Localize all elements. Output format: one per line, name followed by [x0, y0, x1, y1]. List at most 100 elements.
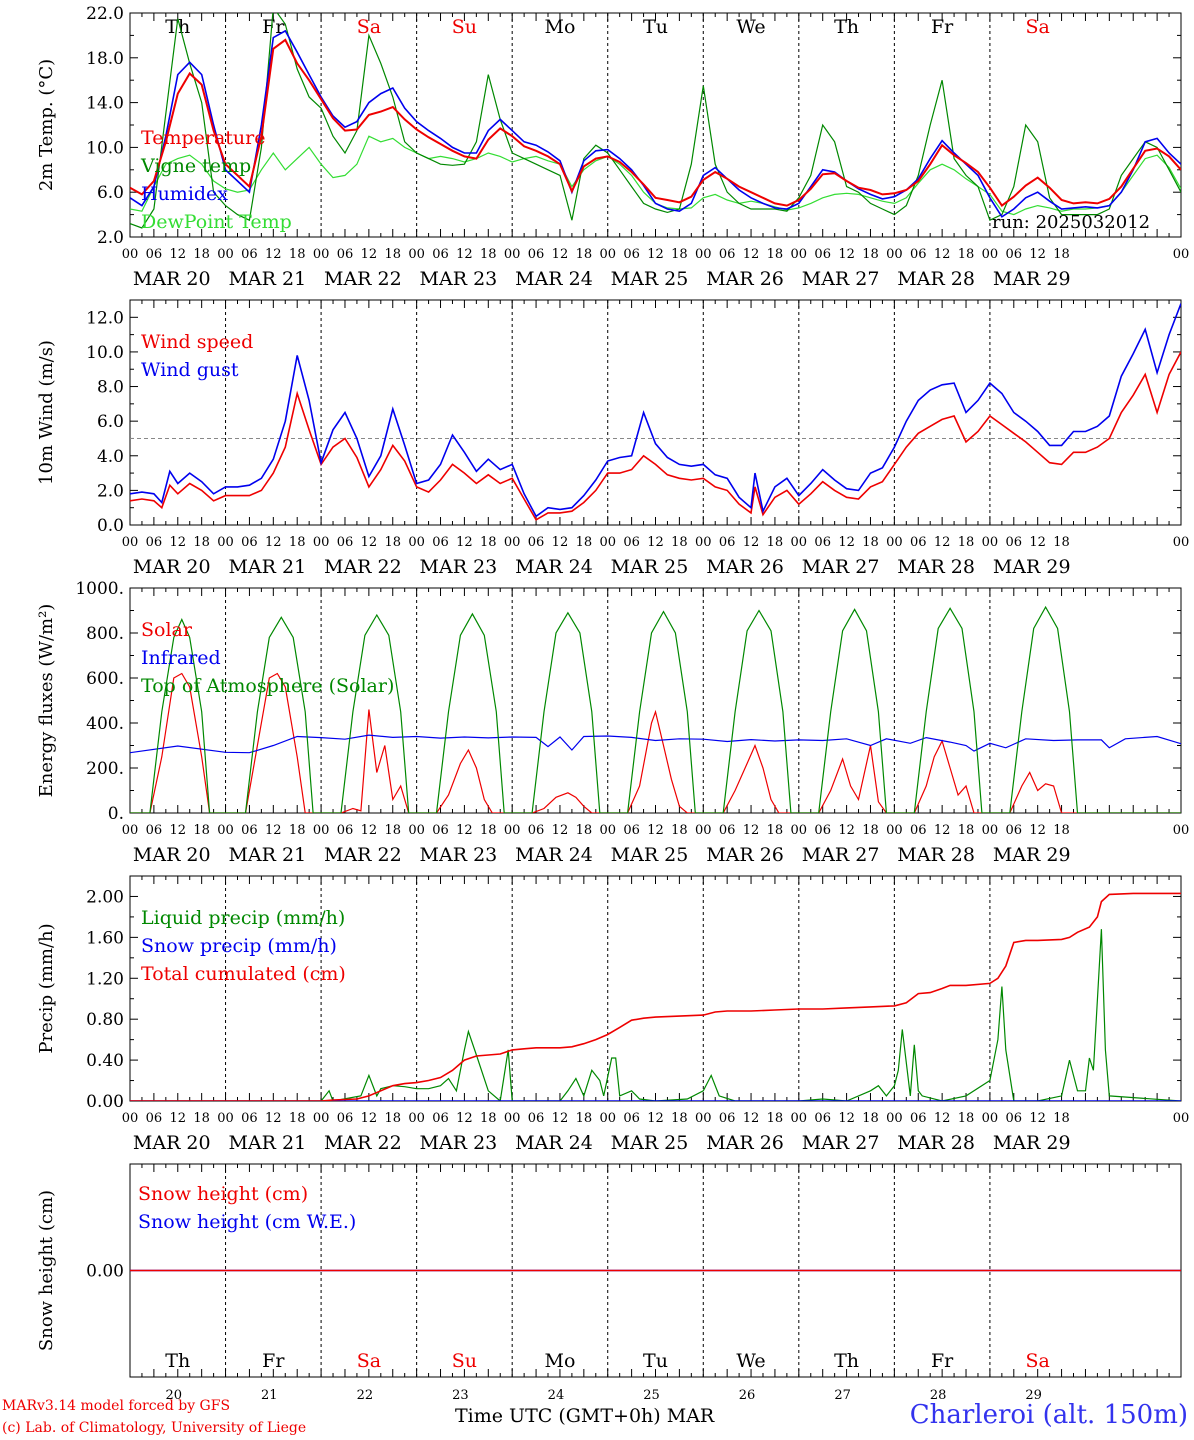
hour-tick-label: 06: [814, 823, 831, 838]
hour-tick-label: 00: [504, 823, 521, 838]
date-label: MAR 25: [611, 844, 689, 866]
series-line-solar: [130, 672, 1181, 813]
hour-tick-label: 00: [599, 247, 616, 262]
hour-tick-label: 12: [456, 1111, 473, 1126]
day-of-week-label: We: [736, 16, 765, 38]
hour-tick-label: 18: [767, 535, 784, 550]
hour-tick-label: 12: [361, 1111, 378, 1126]
series-line-wind-speed: [130, 351, 1181, 521]
y-tick-label: 2.0: [97, 228, 124, 248]
legend-entry: Infrared: [141, 647, 221, 669]
day-of-week-label: Fr: [262, 1350, 285, 1372]
date-label: MAR 28: [897, 1132, 975, 1154]
hour-tick-label: 00: [791, 535, 808, 550]
legend-entry: Snow precip (mm/h): [141, 935, 337, 957]
day-of-week-label: Su: [452, 16, 477, 38]
hour-tick-label: 06: [910, 823, 927, 838]
hour-tick-label: 00: [886, 247, 903, 262]
hour-tick-label: 06: [814, 1111, 831, 1126]
hour-tick-label: 06: [910, 247, 927, 262]
hour-tick-label: 06: [623, 1111, 640, 1126]
day-of-week-label: We: [736, 1350, 765, 1372]
date-label: MAR 21: [228, 556, 306, 578]
y-tick-label: 4.0: [97, 447, 124, 467]
hour-tick-label: 12: [169, 823, 186, 838]
y-axis-title: Energy fluxes (W/m²): [36, 604, 57, 798]
date-label: MAR 28: [897, 268, 975, 290]
hour-tick-label: 00: [217, 535, 234, 550]
y-tick-label: 22.0: [86, 4, 124, 24]
legend-entry: Snow height (cm W.E.): [138, 1211, 356, 1233]
hour-tick-label: 06: [528, 1111, 545, 1126]
day-of-week-label: Th: [165, 1350, 190, 1372]
date-label: MAR 22: [324, 844, 402, 866]
day-of-week-label: Su: [452, 1350, 477, 1372]
hour-tick-label: 18: [576, 1111, 593, 1126]
hour-tick-label: 06: [719, 823, 736, 838]
y-tick-label: 14.0: [86, 94, 124, 114]
y-tick-label: 6.0: [97, 412, 124, 432]
hour-tick-label: 00: [122, 247, 139, 262]
day-number-label: 22: [357, 1388, 374, 1403]
hour-tick-label: 06: [337, 823, 354, 838]
hour-tick-label: 12: [169, 535, 186, 550]
hour-tick-label: 18: [862, 823, 879, 838]
date-label: MAR 23: [420, 556, 498, 578]
day-of-week-label: Tu: [643, 1350, 668, 1372]
hour-tick-label: 06: [1006, 1111, 1023, 1126]
hour-tick-label: 18: [958, 535, 975, 550]
day-number-label: 20: [165, 1388, 182, 1403]
hour-tick-label: 12: [361, 247, 378, 262]
hour-tick-label: 12: [456, 247, 473, 262]
hour-tick-label: 12: [1029, 535, 1046, 550]
date-label: MAR 24: [515, 844, 593, 866]
hour-tick-label: 12: [265, 535, 282, 550]
hour-tick-label: 00: [695, 823, 712, 838]
hour-tick-label: 12: [647, 535, 664, 550]
date-label: MAR 20: [133, 556, 211, 578]
date-label: MAR 25: [611, 268, 689, 290]
hour-tick-label: 18: [862, 1111, 879, 1126]
hour-tick-label: 06: [146, 1111, 163, 1126]
date-label: MAR 20: [133, 844, 211, 866]
hour-tick-label: 00: [695, 535, 712, 550]
series-line-top-of-atmosphere-solar-: [130, 605, 1181, 813]
day-of-week-label: Th: [834, 1350, 859, 1372]
date-label: MAR 27: [802, 556, 880, 578]
hour-tick-label: 06: [910, 535, 927, 550]
hour-tick-label: 18: [480, 1111, 497, 1126]
y-tick-label: 12.0: [86, 308, 124, 328]
date-label: MAR 24: [515, 556, 593, 578]
hour-tick-label: 12: [265, 247, 282, 262]
hour-tick-label: 00: [313, 823, 330, 838]
hour-tick-label: 06: [241, 1111, 258, 1126]
hour-tick-label: 18: [1053, 535, 1070, 550]
hour-tick-label: 00: [217, 247, 234, 262]
hour-tick-label: 18: [193, 247, 210, 262]
hour-tick-label: 06: [910, 1111, 927, 1126]
panel-precip: 0.00 0.40 0.80 1.20 1.60 2.00 Precip (mm/h) 00 0…: [36, 875, 1189, 1154]
hour-tick-label: 00: [982, 535, 999, 550]
hour-tick-label: 18: [289, 1111, 306, 1126]
day-of-week-label: Mo: [545, 16, 576, 38]
day-of-week-label: Sa: [1026, 1350, 1050, 1372]
date-label: MAR 25: [611, 1132, 689, 1154]
hour-tick-label: 12: [743, 1111, 760, 1126]
legend-entry: Humidex: [141, 183, 228, 205]
y-axis-title: 2m Temp. (°C): [36, 59, 57, 191]
hour-tick-label: 18: [576, 823, 593, 838]
hour-tick-label: 12: [361, 823, 378, 838]
hour-tick-label: 00: [1173, 823, 1190, 838]
hour-tick-label: 12: [552, 535, 569, 550]
y-tick-label: 1.20: [86, 969, 124, 989]
panel-snow: 0.00 Snow height (cm) Th Fr Sa Su Mo Tu We Th Fr Sa…: [36, 1163, 1182, 1403]
series-line-wind-gust: [130, 303, 1181, 518]
hour-tick-label: 00: [408, 535, 425, 550]
date-label: MAR 23: [420, 268, 498, 290]
hour-tick-label: 06: [528, 535, 545, 550]
date-label: MAR 20: [133, 1132, 211, 1154]
date-label: MAR 20: [133, 268, 211, 290]
date-label: MAR 29: [993, 268, 1071, 290]
date-label: MAR 24: [515, 1132, 593, 1154]
day-number-label: 28: [930, 1388, 947, 1403]
